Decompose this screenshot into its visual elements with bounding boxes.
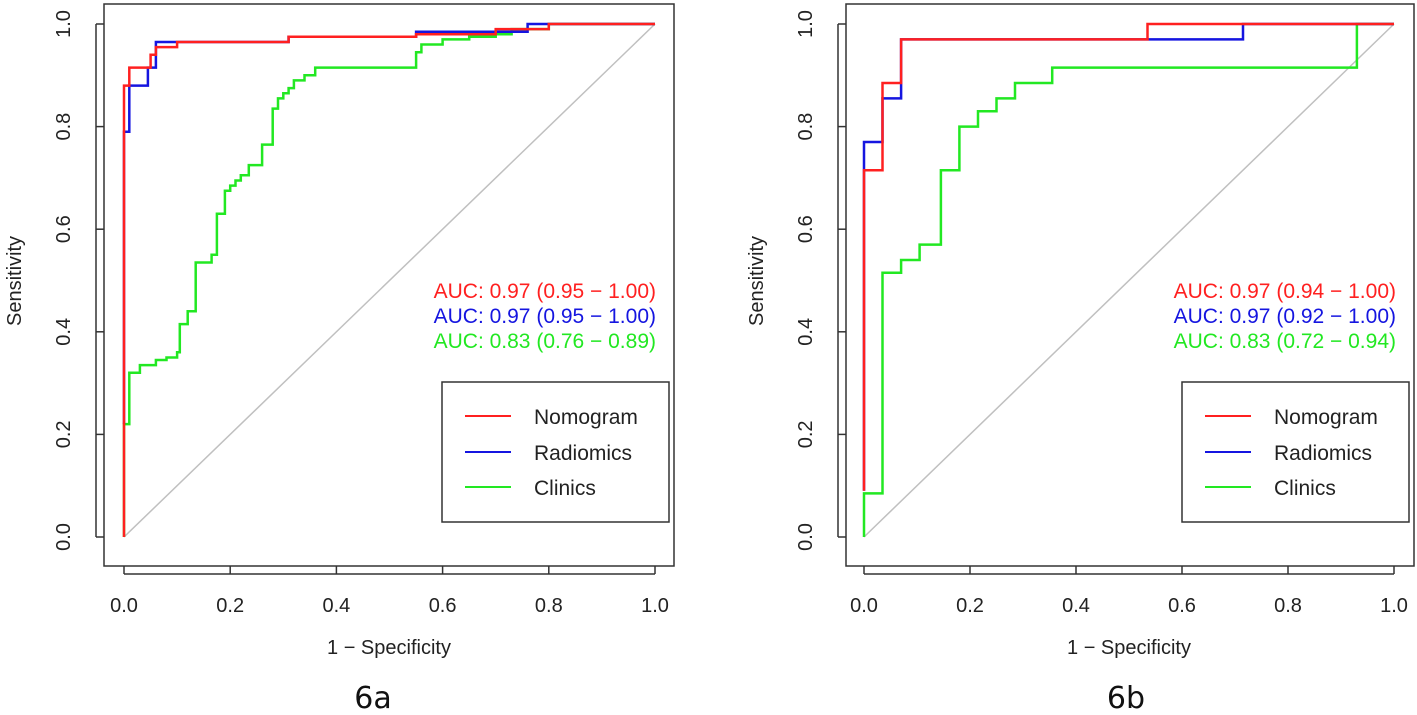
roc-curve-clinics xyxy=(122,22,655,537)
y-tick-label: 0.2 xyxy=(795,420,817,448)
y-tick-label: 0.8 xyxy=(53,113,75,141)
legend-label-nomogram: Nomogram xyxy=(1274,406,1378,429)
auc-label-nomogram: AUC: 0.97 (0.95 − 1.00) xyxy=(434,280,656,303)
legend-label-radiomics: Radiomics xyxy=(534,442,632,465)
roc-curve-clinics xyxy=(862,22,1394,537)
x-tick-label: 0.6 xyxy=(1168,595,1196,617)
roc-curve-radiomics xyxy=(862,22,1394,491)
legend-label-radiomics: Radiomics xyxy=(1274,442,1372,465)
y-tick-label: 0.4 xyxy=(795,318,817,346)
y-tick-label: 0.0 xyxy=(795,523,817,551)
x-axis-label: 1 − Specificity xyxy=(1067,637,1191,659)
y-tick-label: 1.0 xyxy=(53,10,75,38)
y-tick-label: 0.6 xyxy=(53,215,75,243)
plot-frame xyxy=(103,3,675,567)
auc-label-nomogram: AUC: 0.97 (0.94 − 1.00) xyxy=(1174,280,1396,303)
x-tick-label: 0.6 xyxy=(429,595,457,617)
x-tick-label: 0.4 xyxy=(1062,595,1090,617)
x-tick-label: 0.4 xyxy=(322,595,350,617)
y-tick-label: 0.0 xyxy=(53,523,75,551)
auc-label-clinics: AUC: 0.83 (0.76 − 0.89) xyxy=(434,330,656,353)
reference-diagonal xyxy=(863,23,1395,538)
legend: Nomogram Radiomics Clinics xyxy=(441,381,670,523)
y-axis-label: Sensitivity xyxy=(746,236,768,326)
panel-caption: 6b xyxy=(1107,681,1145,715)
x-tick-label: 1.0 xyxy=(1380,595,1408,617)
y-tick-label: 0.2 xyxy=(53,420,75,448)
legend-label-clinics: Clinics xyxy=(534,477,596,500)
y-tick-label: 1.0 xyxy=(795,10,817,38)
x-tick-label: 1.0 xyxy=(641,595,669,617)
panel-caption: 6a xyxy=(354,681,391,715)
x-axis-label: 1 − Specificity xyxy=(327,637,451,659)
legend-label-clinics: Clinics xyxy=(1274,477,1336,500)
x-tick-label: 0.8 xyxy=(1274,595,1302,617)
x-tick-label: 0.2 xyxy=(216,595,244,617)
legend: Nomogram Radiomics Clinics xyxy=(1181,381,1410,523)
x-tick-label: 0.0 xyxy=(850,595,878,617)
auc-label-radiomics: AUC: 0.97 (0.92 − 1.00) xyxy=(1174,305,1396,328)
x-tick-label: 0.2 xyxy=(956,595,984,617)
roc-curve-nomogram xyxy=(122,22,655,537)
auc-label-clinics: AUC: 0.83 (0.72 − 0.94) xyxy=(1174,330,1396,353)
legend-label-nomogram: Nomogram xyxy=(534,406,638,429)
roc-curve-nomogram xyxy=(862,22,1394,491)
auc-label-radiomics: AUC: 0.97 (0.95 − 1.00) xyxy=(434,305,656,328)
roc-curve-radiomics xyxy=(122,22,655,425)
y-tick-label: 0.8 xyxy=(795,113,817,141)
reference-diagonal xyxy=(123,23,656,538)
y-tick-label: 0.6 xyxy=(795,215,817,243)
x-tick-label: 0.0 xyxy=(110,595,138,617)
plot-frame xyxy=(845,3,1415,567)
y-axis-label: Sensitivity xyxy=(4,236,26,326)
x-tick-label: 0.8 xyxy=(535,595,563,617)
y-tick-label: 0.4 xyxy=(53,318,75,346)
roc-panel-6b: 0.0 0.2 0.4 0.6 0.8 1.0 0.0 0.2 0.4 0.6 0.8 1.0 1 … xyxy=(746,3,1415,715)
roc-panel-6a: 0.0 0.2 0.4 0.6 0.8 1.0 0.0 0.2 0.4 0.6 0.8 1.0 1 … xyxy=(4,3,675,715)
